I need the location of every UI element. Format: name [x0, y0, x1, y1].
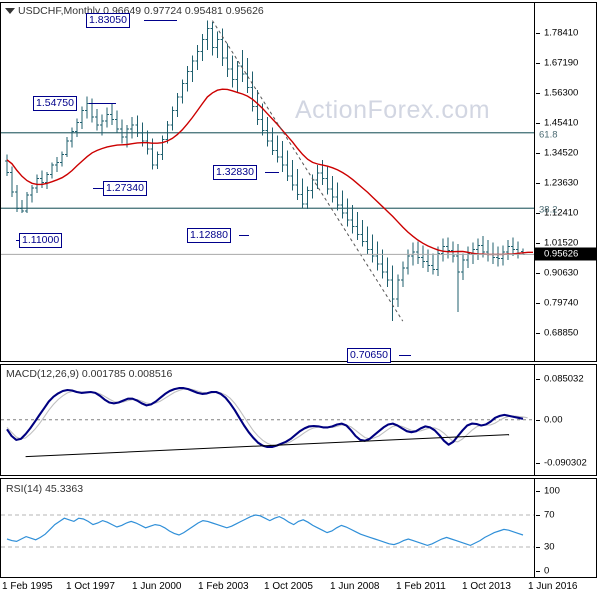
rsi-panel[interactable]: 100 70 30 0 RSI(14) 45.3363	[0, 478, 597, 578]
price-label-132830[interactable]: 1.32830	[213, 165, 257, 180]
rsi-axis-tick	[536, 547, 540, 548]
price-label-leader	[144, 20, 177, 21]
price-label-leader	[16, 240, 21, 241]
price-axis-tick	[536, 63, 540, 64]
price-label-112880[interactable]: 1.12880	[187, 228, 231, 243]
price-label-leader	[399, 355, 411, 356]
macd-header-label: MACD(12,26,9) 0.001785 0.008516	[6, 368, 173, 380]
price-label-leader	[265, 172, 279, 173]
price-axis-tick	[536, 93, 540, 94]
rsi-header-label: RSI(14) 45.3363	[6, 483, 84, 495]
price-plot-area[interactable]	[1, 3, 535, 361]
price-axis-label: 1.01520	[544, 237, 579, 249]
price-label-leader	[239, 235, 249, 236]
macd-axis-label: -0.090302	[544, 457, 587, 469]
rsi-axis-tick	[536, 515, 540, 516]
price-chart-panel[interactable]: 1.78410 1.67190 1.56300 1.45410 1.34520 1.236…	[0, 2, 597, 363]
price-axis-tick	[536, 33, 540, 34]
rsi-plot-area[interactable]	[1, 479, 535, 577]
watermark-text: ActionForex.com	[295, 96, 491, 124]
x-axis-label: 1 Oct 2013	[462, 581, 511, 592]
rsi-axis-label: 0	[544, 565, 550, 577]
price-axis-label: 1.78410	[544, 27, 579, 39]
rsi-axis-label: 30	[544, 541, 555, 553]
macd-axis-label: 0.085032	[544, 373, 584, 385]
macd-series-svg	[1, 387, 535, 458]
x-axis-label: 1 Feb 2003	[198, 581, 249, 592]
price-label-127340[interactable]: 1.27340	[103, 181, 147, 196]
price-label-leader	[89, 103, 116, 104]
price-axis-label: 0.90630	[544, 267, 579, 279]
macd-panel[interactable]: 0.085032 0.00 -0.090302 MACD(12,26,9) 0.00…	[0, 364, 597, 476]
price-label-183050[interactable]: 1.83050	[86, 13, 130, 28]
triangle-down-icon[interactable]	[5, 8, 15, 14]
rsi-axis-label: 100	[544, 485, 560, 497]
price-axis-tick	[536, 153, 540, 154]
macd-axis-tick	[536, 463, 540, 464]
price-axis-label: 1.12410	[544, 207, 579, 219]
price-axis-tick	[536, 273, 540, 274]
price-axis-tick	[536, 213, 540, 214]
fib-level-label-38-2: 38.2	[539, 204, 558, 216]
rsi-axis-tick	[536, 491, 540, 492]
last-price-badge: 0.95626	[535, 247, 596, 261]
x-axis-label: 1 Jun 2008	[330, 581, 380, 592]
price-series-svg	[1, 20, 535, 322]
rsi-series-svg	[1, 514, 535, 548]
price-label-070650[interactable]: 0.70650	[347, 348, 391, 363]
price-label-leader	[93, 188, 105, 189]
price-axis-tick	[536, 123, 540, 124]
price-axis-label: 0.68850	[544, 327, 579, 339]
price-axis-label: 1.45410	[544, 117, 579, 129]
price-axis-tick	[536, 243, 540, 244]
price-axis-label: 1.23630	[544, 177, 579, 189]
macd-plot-area[interactable]	[1, 365, 535, 475]
fib-level-label-61-8: 61.8	[539, 129, 558, 141]
macd-axis-label: 0.00	[544, 414, 563, 426]
price-label-111000[interactable]: 1.11000	[19, 233, 63, 248]
macd-axis-tick	[536, 379, 540, 380]
price-axis-label: 1.34520	[544, 147, 579, 159]
price-label-154750[interactable]: 1.54750	[33, 96, 77, 111]
price-axis-label: 1.67190	[544, 57, 579, 69]
price-y-axis: 1.78410 1.67190 1.56300 1.45410 1.34520 1.236…	[534, 3, 596, 361]
price-axis-tick	[536, 183, 540, 184]
price-header-label: USDCHF,Monthly 0.96649 0.97724 0.95481 0…	[18, 5, 264, 17]
x-axis-label: 1 Feb 1995	[2, 581, 53, 592]
macd-y-axis: 0.085032 0.00 -0.090302	[534, 365, 596, 475]
price-axis-tick	[536, 333, 540, 334]
x-axis-label: 1 Jun 2016	[528, 581, 578, 592]
macd-axis-tick	[536, 419, 540, 421]
rsi-y-axis: 100 70 30 0	[534, 479, 596, 577]
rsi-axis-label: 70	[544, 509, 555, 521]
rsi-axis-tick	[536, 571, 540, 572]
x-axis: 1 Feb 1995 1 Oct 1997 1 Jun 2000 1 Feb 2003…	[0, 579, 597, 599]
x-axis-label: 1 Oct 2005	[264, 581, 313, 592]
price-axis-label: 0.79740	[544, 297, 579, 309]
x-axis-label: 1 Feb 2011	[396, 581, 446, 592]
x-axis-label: 1 Jun 2000	[132, 581, 182, 592]
x-axis-label: 1 Oct 1997	[66, 581, 115, 592]
price-axis-label: 1.56300	[544, 87, 579, 99]
price-axis-tick	[536, 303, 540, 304]
